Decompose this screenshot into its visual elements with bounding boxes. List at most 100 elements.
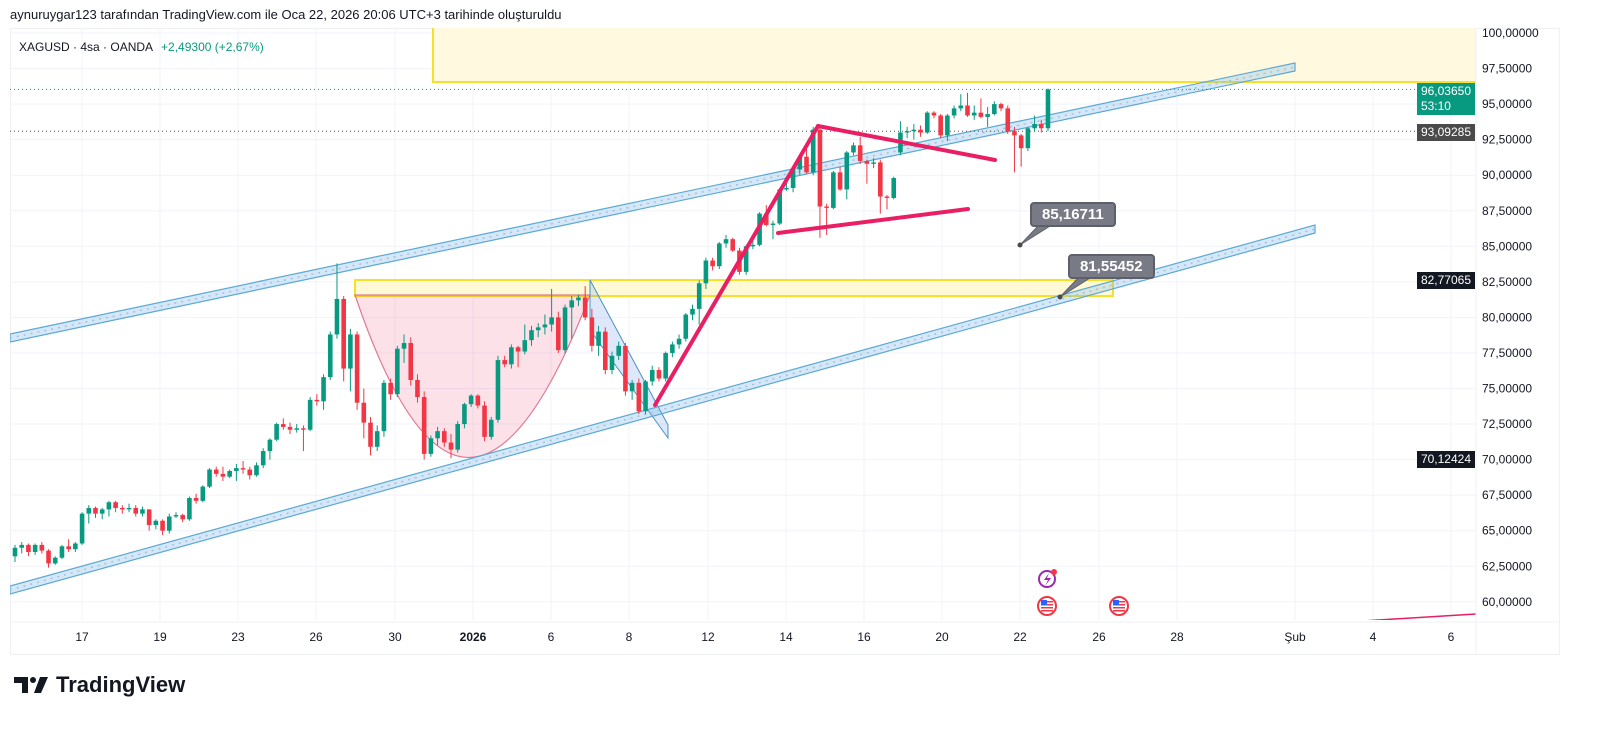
candle xyxy=(267,438,273,460)
horizontal-line-price-label: 93,09285 xyxy=(1416,124,1475,141)
price-callout-1[interactable]: 85,16711 xyxy=(1030,202,1116,227)
candle xyxy=(146,509,152,531)
candle-body xyxy=(649,370,655,382)
candle xyxy=(408,337,414,386)
candle-body xyxy=(763,213,769,225)
candle xyxy=(878,159,883,214)
candle xyxy=(133,505,139,517)
candle xyxy=(234,463,239,481)
y-tick-label: 65,00000 xyxy=(1482,524,1532,538)
candle-body xyxy=(636,382,642,412)
candle xyxy=(609,351,615,375)
y-tick-label: 77,50000 xyxy=(1482,346,1532,360)
candle-body xyxy=(274,424,279,440)
candle-body xyxy=(281,424,286,427)
candle xyxy=(696,280,702,325)
candle xyxy=(254,462,259,477)
tradingview-logo-icon xyxy=(14,677,48,693)
candle-body xyxy=(120,507,125,510)
candle xyxy=(1032,115,1037,132)
candle xyxy=(770,220,776,240)
price-callout-2[interactable]: 81,55452 xyxy=(1068,254,1155,279)
candle xyxy=(160,519,165,535)
candle-body xyxy=(904,131,910,133)
candle-body xyxy=(884,196,890,198)
x-tick-label: 20 xyxy=(935,630,949,644)
candle xyxy=(1005,105,1011,134)
candle-body xyxy=(911,129,917,132)
candle xyxy=(582,286,588,321)
candle xyxy=(281,418,286,430)
candle xyxy=(421,391,427,460)
candle-body xyxy=(140,509,145,514)
tradingview-logo-text: TradingView xyxy=(56,672,186,697)
candle-body xyxy=(59,546,65,558)
us-flag-event-icon[interactable] xyxy=(1109,596,1129,616)
candle xyxy=(180,513,185,523)
candle-body xyxy=(945,115,950,136)
candle xyxy=(891,176,897,200)
candle xyxy=(173,512,179,518)
candle xyxy=(93,506,98,518)
candle-body xyxy=(415,379,420,398)
candle xyxy=(623,342,628,396)
candle xyxy=(992,101,997,116)
candle-body xyxy=(133,507,139,514)
candle xyxy=(488,416,494,440)
candle-body xyxy=(683,314,689,339)
candle xyxy=(381,379,387,437)
candle xyxy=(166,513,172,534)
candle-body xyxy=(327,334,333,378)
x-tick-label: 22 xyxy=(1013,630,1027,644)
candle-body xyxy=(368,422,373,447)
candle xyxy=(670,341,675,358)
y-tick-label: 80,00000 xyxy=(1482,310,1532,324)
candle-body xyxy=(971,112,977,116)
y-tick-label: 60,00000 xyxy=(1482,595,1532,609)
candle xyxy=(113,500,118,513)
candle xyxy=(66,539,71,553)
candle-body xyxy=(39,544,45,551)
y-tick-label: 85,00000 xyxy=(1482,239,1532,253)
candle xyxy=(294,424,300,433)
candle-body xyxy=(529,330,534,341)
lightning-event-icon[interactable] xyxy=(1038,569,1057,588)
candle-body xyxy=(388,382,393,395)
candle xyxy=(207,468,212,489)
candle xyxy=(260,448,266,469)
flagpole-line xyxy=(653,124,820,407)
tradingview-logo[interactable]: TradingView xyxy=(14,672,185,698)
flag-canton xyxy=(1041,600,1047,605)
candle xyxy=(341,296,346,382)
candle-body xyxy=(482,405,487,437)
y-tick-label: 72,50000 xyxy=(1482,417,1532,431)
trend-line-bottom xyxy=(1366,613,1476,620)
candle-body xyxy=(515,347,521,352)
candle-body xyxy=(26,544,31,553)
candle-body xyxy=(891,178,897,198)
candle-body xyxy=(334,298,340,335)
candle-body xyxy=(341,298,346,369)
symbol-info[interactable]: XAGUSD · 4sa · OANDA xyxy=(19,40,154,54)
candle xyxy=(455,421,461,453)
candle-body xyxy=(1012,131,1017,136)
candle-body xyxy=(998,104,1004,109)
candle xyxy=(542,314,548,335)
flag-circle xyxy=(1109,596,1129,616)
candle-body xyxy=(381,382,387,432)
candle xyxy=(220,466,226,481)
candle xyxy=(837,166,843,191)
candle-body xyxy=(428,438,434,454)
candle-body xyxy=(804,156,809,173)
candle xyxy=(106,500,112,517)
candle-body xyxy=(46,550,51,564)
candle-body xyxy=(703,260,709,284)
candle-body xyxy=(468,395,474,405)
candle-body xyxy=(542,324,548,328)
candle xyxy=(864,159,870,184)
candle xyxy=(616,341,622,361)
candle-body xyxy=(837,172,843,190)
candle-body xyxy=(864,160,870,164)
us-flag-event-icon[interactable] xyxy=(1037,596,1057,616)
